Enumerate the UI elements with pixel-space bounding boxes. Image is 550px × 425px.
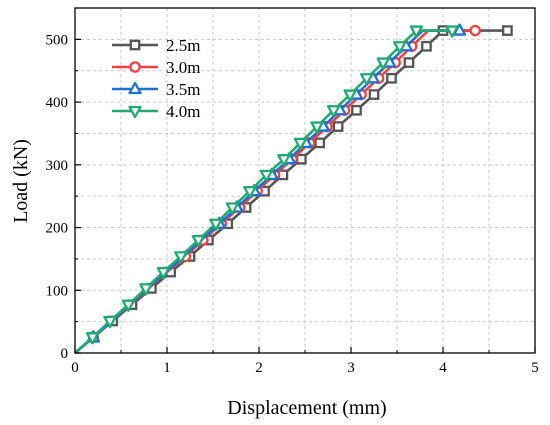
legend-label: 3.5m bbox=[166, 80, 200, 99]
y-tick-label: 400 bbox=[46, 95, 69, 111]
data-point bbox=[445, 25, 459, 38]
data-point bbox=[359, 73, 374, 86]
data-point bbox=[376, 57, 390, 70]
series-4.0m bbox=[74, 25, 459, 354]
legend-label: 2.5m bbox=[166, 36, 200, 55]
data-point bbox=[156, 266, 170, 280]
data-point bbox=[174, 251, 188, 264]
x-axis-title: Displacement (mm) bbox=[227, 397, 386, 419]
data-point bbox=[403, 57, 415, 68]
legend-item: 2.5m bbox=[112, 36, 200, 55]
data-point bbox=[332, 121, 344, 132]
data-point bbox=[243, 186, 257, 199]
y-axis-title: Load (kN) bbox=[10, 139, 32, 223]
legend: 2.5m 3.0m 3.5m 4.0m bbox=[112, 36, 200, 121]
legend-marker bbox=[128, 81, 142, 95]
x-tick-label: 2 bbox=[255, 360, 263, 376]
plot-frame bbox=[74, 7, 536, 354]
y-tick-label: 500 bbox=[46, 32, 69, 48]
x-tick-label: 0 bbox=[71, 360, 79, 376]
series-line bbox=[74, 29, 453, 354]
series-line bbox=[74, 29, 508, 354]
series-layer bbox=[74, 23, 513, 354]
data-point bbox=[225, 202, 239, 215]
data-point bbox=[386, 72, 397, 84]
data-point bbox=[293, 137, 308, 151]
data-point bbox=[409, 25, 423, 38]
data-point bbox=[368, 89, 380, 100]
data-point bbox=[103, 315, 117, 329]
data-point bbox=[277, 154, 291, 167]
data-point bbox=[469, 24, 481, 37]
tick-labels: 0 1 2 3 4 5 0 100 200 300 400 500 bbox=[46, 32, 539, 376]
y-tick-label: 0 bbox=[61, 346, 69, 362]
data-point bbox=[85, 332, 100, 345]
legend-marker bbox=[129, 39, 141, 51]
legend-label: 3.0m bbox=[166, 58, 200, 77]
data-point bbox=[191, 234, 205, 248]
x-tick-label: 4 bbox=[439, 360, 447, 376]
data-point bbox=[310, 121, 324, 134]
axes bbox=[74, 7, 536, 354]
data-point bbox=[295, 153, 307, 165]
data-point bbox=[259, 169, 274, 183]
data-point bbox=[314, 137, 326, 149]
y-tick-label: 100 bbox=[46, 283, 69, 299]
data-point bbox=[209, 218, 223, 231]
grid-lines bbox=[75, 8, 535, 353]
legend-item: 4.0m bbox=[112, 102, 200, 121]
legend-marker bbox=[129, 61, 141, 73]
legend-marker bbox=[128, 105, 142, 119]
legend-item: 3.0m bbox=[112, 58, 200, 77]
data-point bbox=[393, 41, 407, 54]
x-tick-label: 5 bbox=[531, 360, 539, 376]
data-point bbox=[421, 40, 432, 52]
data-point bbox=[326, 105, 341, 118]
series-2.5m bbox=[74, 25, 513, 354]
data-point bbox=[139, 283, 153, 296]
data-point bbox=[121, 299, 136, 312]
y-tick-label: 200 bbox=[46, 221, 69, 237]
x-tick-label: 1 bbox=[163, 360, 171, 376]
legend-label: 4.0m bbox=[166, 102, 200, 121]
data-point bbox=[351, 104, 362, 116]
data-point bbox=[343, 89, 357, 102]
data-point bbox=[502, 25, 513, 36]
x-tick-label: 3 bbox=[347, 360, 355, 376]
legend-item: 3.5m bbox=[112, 80, 200, 99]
y-tick-label: 300 bbox=[46, 158, 69, 174]
